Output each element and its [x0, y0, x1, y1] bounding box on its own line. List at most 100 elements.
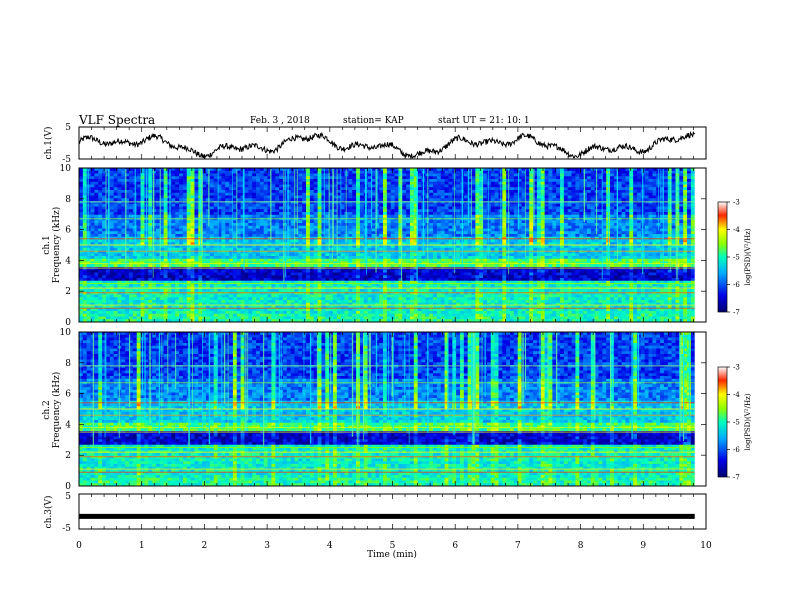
spectrogram-cell: [302, 223, 307, 227]
spectrogram-cell: [298, 198, 303, 202]
spectrogram-cell: [102, 214, 107, 218]
spectrogram-cell: [105, 225, 111, 229]
spectrogram-cell: [356, 179, 361, 183]
spectrogram-cell: [690, 201, 696, 205]
spectrogram-cell: [390, 223, 395, 227]
spectrogram-cell: [660, 236, 665, 240]
spectrogram-cell: [186, 236, 191, 240]
spectrogram-cell: [510, 209, 515, 213]
spectrogram-cell: [321, 212, 326, 216]
spectrogram-cell: [660, 206, 665, 210]
spectrogram-cell: [82, 250, 88, 254]
spectrogram-cell: [202, 198, 207, 202]
spectrogram-cell: [340, 239, 345, 243]
spectrogram-cell: [502, 247, 507, 251]
spectrogram-cell: [202, 223, 207, 227]
spectrogram-cell: [444, 214, 449, 218]
spectrogram-cell: [471, 187, 476, 191]
spectrogram-cell: [86, 198, 91, 202]
spectrogram-cell: [567, 201, 572, 205]
spectrogram-cell: [190, 187, 195, 191]
spectrogram-cell: [560, 206, 565, 210]
spectrogram-cell: [79, 192, 84, 196]
spectrogram-cell: [567, 168, 572, 172]
spectrogram-cell: [232, 176, 238, 180]
spectrogram-cell: [433, 173, 438, 177]
spectrogram-cell: [586, 168, 592, 172]
spectrogram-cell: [290, 231, 295, 235]
spectrogram-cell: [683, 239, 688, 243]
spectrogram-cell: [259, 247, 265, 251]
spectrogram-cell: [267, 234, 272, 238]
spectrogram-cell: [463, 176, 469, 180]
spectrogram-cell: [348, 245, 353, 249]
spectrogram-cell: [660, 242, 665, 246]
spectrogram-cell: [140, 181, 145, 185]
spectrogram-cell: [409, 247, 415, 251]
spectrogram-cell: [221, 239, 226, 243]
spectrogram-cell: [536, 242, 542, 246]
spectrogram-cell: [517, 231, 522, 235]
spectrogram-cell: [236, 184, 242, 188]
spectrogram-cell: [390, 214, 395, 218]
spectrogram-cell: [490, 231, 496, 235]
spectrogram-cell: [152, 250, 157, 254]
spectrogram-cell: [256, 170, 261, 174]
spectrogram-cell: [194, 209, 199, 213]
spectrogram-cell: [356, 190, 361, 194]
spectrogram-cell: [583, 170, 588, 174]
spectrogram-cell: [394, 245, 399, 249]
spectrogram-cell: [252, 176, 257, 180]
spectrogram-cell: [159, 195, 165, 199]
spectrogram-cell: [517, 173, 522, 177]
spectrogram-cell: [540, 225, 546, 229]
spectrogram-cell: [467, 239, 472, 243]
spectrogram-cell: [679, 201, 684, 205]
spectrogram-cell: [309, 209, 315, 213]
spectrogram-cell: [248, 223, 253, 227]
spectrogram-cell: [490, 223, 496, 227]
spectrogram-cell: [140, 214, 145, 218]
spectrogram-cell: [510, 231, 515, 235]
spectrogram-cell: [533, 176, 538, 180]
spectrogram-cell: [344, 179, 349, 183]
spectrogram-cell: [367, 223, 372, 227]
spectrogram-cell: [625, 179, 630, 183]
spectrogram-cell: [540, 192, 546, 196]
spectrogram-cell: [525, 192, 530, 196]
spectrogram-cell: [102, 247, 107, 251]
spectrogram-cell: [679, 220, 684, 224]
spectrogram-cell: [129, 242, 134, 246]
spectrogram-cell: [286, 190, 292, 194]
spectrogram-cell: [359, 231, 365, 235]
spectrogram-cell: [340, 195, 345, 199]
spectrogram-cell: [136, 187, 141, 191]
spectrogram-cell: [610, 225, 615, 229]
spectrogram-cell: [109, 242, 115, 246]
spectrogram-cell: [136, 209, 141, 213]
figure-title: VLF Spectra: [78, 113, 155, 127]
spectrogram-cell: [225, 203, 230, 207]
spectrogram-cell: [479, 245, 484, 249]
spectrogram-cell: [510, 190, 515, 194]
spectrogram-cell: [687, 239, 692, 243]
spectrogram-cell: [148, 190, 153, 194]
spectrogram-cell: [109, 168, 115, 172]
spectrogram-cell: [309, 247, 315, 251]
spectrogram-cell: [652, 231, 657, 235]
spectrogram-cell: [513, 236, 519, 240]
spectrogram-cell: [275, 242, 280, 246]
spectrogram-cell: [390, 198, 395, 202]
spectrogram-cell: [82, 220, 88, 224]
spectrogram-cell: [179, 209, 184, 213]
spectrogram-cell: [571, 190, 576, 194]
spectrogram-cell: [229, 214, 234, 218]
spectrogram-cell: [379, 195, 384, 199]
spectrogram-cell: [325, 250, 330, 254]
spectrogram-cell: [317, 247, 322, 251]
spectrogram-cell: [386, 179, 392, 183]
spectrogram-cell: [79, 231, 84, 235]
spectrogram-cell: [125, 236, 130, 240]
spectrogram-cell: [232, 181, 238, 185]
